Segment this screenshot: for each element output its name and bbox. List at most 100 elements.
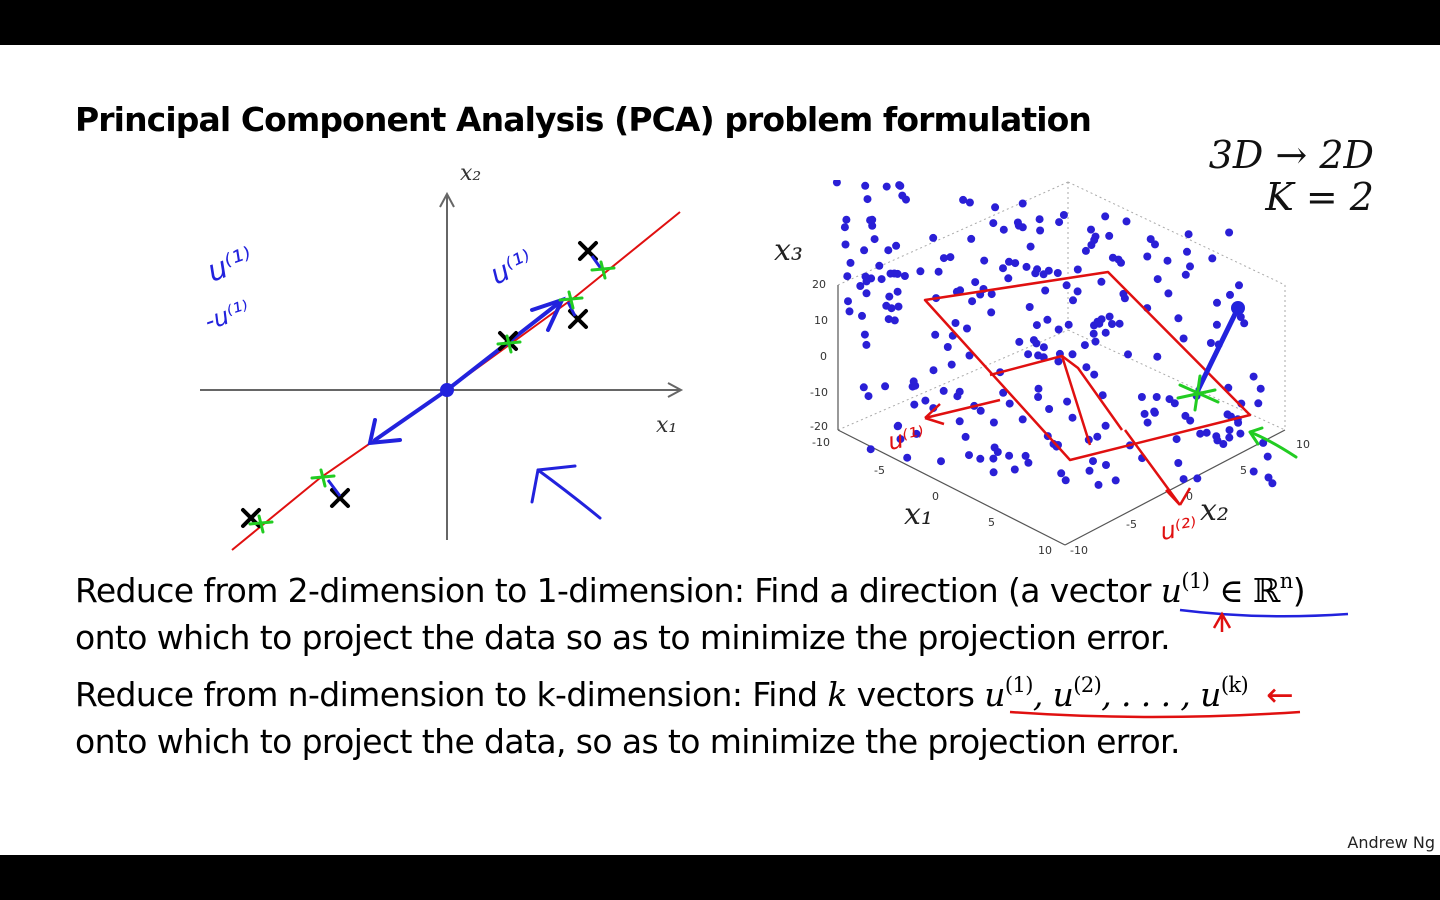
data-point-3d: [1236, 313, 1245, 321]
neg-u1-handwritten: -u⁽¹⁾: [201, 295, 253, 336]
data-point-3d: [1025, 303, 1034, 311]
data-point-3d: [1036, 226, 1045, 235]
projection-stick-ink: [1195, 301, 1245, 393]
data-point-3d: [903, 453, 912, 462]
data-point-3d: [1035, 215, 1044, 224]
line3-text-a: Reduce from n-dimension to k-dimension: …: [75, 675, 828, 714]
u1-var: u: [1160, 571, 1182, 610]
data-point-3d: [1053, 269, 1062, 277]
data-point-3d: [937, 457, 945, 466]
data-point-3d: [1032, 321, 1041, 330]
x-tick-5: 5: [988, 516, 995, 529]
data-point-3d: [1010, 465, 1019, 474]
data-point-3d: [1034, 384, 1043, 393]
data-point-3d: [965, 351, 974, 360]
u2-handwritten-3d: u⁽²⁾: [1158, 512, 1199, 546]
data-point-3d: [842, 215, 851, 224]
data-point-3d: [1080, 341, 1089, 350]
red-arrow-ink: ←: [1266, 675, 1294, 714]
projected-point-3d: [1176, 374, 1220, 412]
data-point-3d: [1101, 212, 1110, 221]
data-point-3d: [1219, 440, 1228, 448]
data-point-3d: [1208, 254, 1217, 263]
body-line-3: Reduce from n-dimension to k-dimension: …: [75, 673, 1294, 714]
data-point-3d: [912, 429, 921, 438]
data-point-3d: [1073, 287, 1082, 296]
data-point-3d: [1115, 319, 1124, 328]
u1-handwritten-3d: u⁽¹⁾: [885, 421, 927, 456]
data-point-3d: [1089, 329, 1098, 338]
x1-3d-axis-label: x₁: [904, 497, 933, 532]
data-point-3d: [1117, 258, 1125, 267]
data-point-3d: [1165, 395, 1174, 404]
data-point-3d: [1150, 407, 1159, 416]
projected-points-2d: [248, 260, 616, 534]
body-line-4: onto which to project the data, so as to…: [75, 722, 1180, 761]
data-point-3d: [955, 417, 964, 426]
data-point-3d: [1087, 241, 1096, 249]
data-point-3d: [959, 195, 968, 204]
data-point-3d: [1223, 410, 1232, 419]
data-point-3d: [956, 286, 965, 295]
green-pointer-arrow: [1248, 426, 1298, 459]
data-point-3d: [1082, 363, 1091, 372]
data-point-3d: [1068, 350, 1077, 359]
data-point-3d: [866, 445, 875, 454]
data-point-3d: [1181, 411, 1190, 420]
projection-lines: [326, 255, 604, 497]
data-point-3d: [987, 290, 996, 299]
red-caret-ink: [1212, 611, 1232, 632]
data-point-3d: [929, 404, 938, 413]
data-point-3d: [947, 360, 956, 369]
data-point-3d: [862, 340, 871, 349]
z-tick-0: 0: [820, 350, 827, 363]
data-point-3d: [965, 451, 973, 460]
u1-handwritten-left: u⁽¹⁾: [203, 241, 258, 290]
data-point-3d: [1043, 315, 1052, 324]
data-point-3d: [1081, 246, 1090, 255]
dimension-reduction-formula: 3D → 2D: [1208, 133, 1374, 177]
data-point-3d: [1105, 312, 1114, 321]
data-point-3d: [1225, 426, 1234, 435]
data-point-3d: [1140, 409, 1149, 418]
y-tick-neg5: -5: [1126, 518, 1137, 531]
data-point-3d: [1011, 259, 1020, 268]
data-point-3d: [864, 392, 873, 401]
data-point-3d: [1256, 384, 1265, 393]
data-point-3d: [1041, 286, 1050, 295]
data-point-3d: [1034, 393, 1043, 401]
data-point-3d: [1235, 281, 1243, 290]
line1-text: Reduce from 2-dimension to 1-dimension: …: [75, 571, 1161, 610]
data-point-3d: [999, 225, 1008, 234]
data-point-3d: [1206, 339, 1215, 347]
data-point-3d: [1249, 372, 1258, 381]
data-point-3d: [861, 181, 870, 190]
data-point-3d: [946, 253, 955, 262]
data-point-3d: [1212, 320, 1221, 329]
data-point-3d: [1179, 475, 1188, 484]
data-point-3d: [843, 272, 852, 281]
vectors-list-math: u(1), u(2), . . . , u(k): [984, 673, 1248, 714]
data-point-3d: [999, 388, 1008, 397]
data-point-3d: [894, 302, 903, 311]
data-point-3d: [967, 234, 976, 243]
data-point-3d: [1152, 393, 1161, 401]
body-line-2: onto which to project the data so as to …: [75, 618, 1171, 657]
data-point-3d: [1174, 459, 1183, 467]
rn-sup: n: [1279, 569, 1294, 593]
data-point-3d: [1031, 269, 1040, 278]
u1-handwritten-top: u⁽¹⁾: [485, 243, 538, 291]
data-point-3d: [999, 264, 1007, 273]
data-point-3d: [1045, 405, 1054, 413]
data-point-3d: [1234, 418, 1243, 427]
data-point-3d: [861, 272, 870, 281]
data-point-3d: [1202, 428, 1211, 437]
data-point-3d: [1153, 275, 1162, 284]
z-tick-20: 20: [812, 278, 826, 291]
data-point-3d: [934, 267, 943, 276]
data-point-3d: [976, 406, 985, 415]
u1-math: u(1) ∈ ℝn: [1160, 569, 1294, 610]
data-point-3d: [1055, 218, 1064, 227]
data-point-3d: [989, 468, 998, 477]
pca-2d-figure: x₁ x₂: [200, 161, 684, 551]
